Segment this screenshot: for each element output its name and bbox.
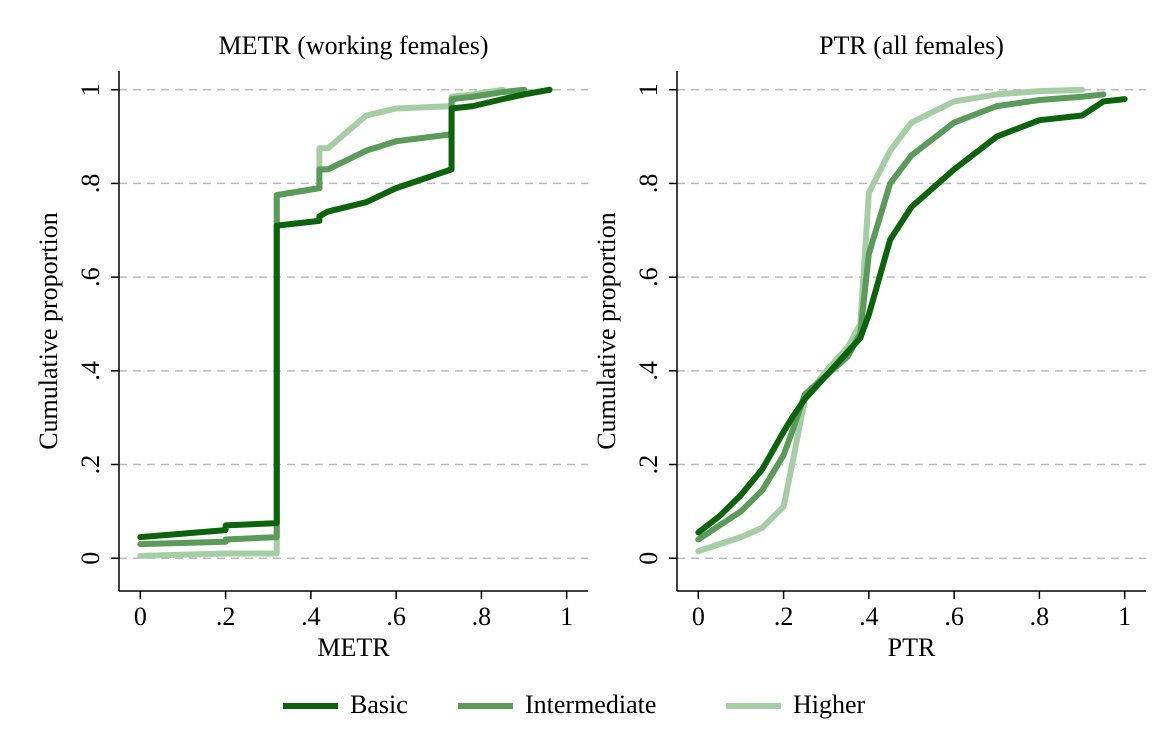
x-tick-label: 1: [560, 602, 573, 631]
y-tick-label: .4: [76, 361, 105, 381]
y-tick-label: .6: [76, 267, 105, 287]
chart-title: METR (working females): [218, 31, 488, 60]
series-line: [137, 86, 506, 559]
y-tick-label: .6: [634, 267, 663, 287]
y-tick-label: .8: [76, 174, 105, 194]
series-line: [695, 86, 1086, 555]
y-axis-label: Cumulative proportion: [592, 212, 621, 450]
y-tick-label: 1: [76, 83, 105, 96]
series-line: [695, 96, 1128, 536]
series-line: [137, 86, 553, 541]
y-tick-label: 0: [634, 552, 663, 565]
y-tick-label: 1: [634, 83, 663, 96]
legend-label: Higher: [793, 690, 866, 719]
y-tick-label: .2: [634, 455, 663, 475]
x-tick-label: .8: [1030, 602, 1050, 631]
y-tick-label: .2: [76, 455, 105, 475]
y-tick-label: .4: [634, 361, 663, 381]
x-tick-label: .4: [301, 602, 321, 631]
x-tick-label: .6: [944, 602, 964, 631]
x-axis-label: METR: [317, 633, 390, 662]
series-line: [137, 86, 528, 548]
legend-label: Intermediate: [525, 690, 656, 719]
x-tick-label: 0: [692, 602, 705, 631]
x-axis-label: PTR: [888, 633, 936, 662]
x-tick-label: .2: [774, 602, 794, 631]
x-tick-label: .4: [859, 602, 879, 631]
x-tick-label: .8: [472, 602, 492, 631]
y-axis-label: Cumulative proportion: [34, 212, 63, 450]
chart-title: PTR (all females): [819, 31, 1004, 60]
legend-label: Basic: [350, 690, 408, 719]
legend: Basic Intermediate Higher: [283, 690, 866, 719]
x-tick-label: .6: [386, 602, 406, 631]
y-tick-label: .8: [634, 174, 663, 194]
x-tick-label: .2: [216, 602, 236, 631]
y-tick-label: 0: [76, 552, 105, 565]
x-tick-label: 0: [134, 602, 147, 631]
x-tick-label: 1: [1118, 602, 1131, 631]
